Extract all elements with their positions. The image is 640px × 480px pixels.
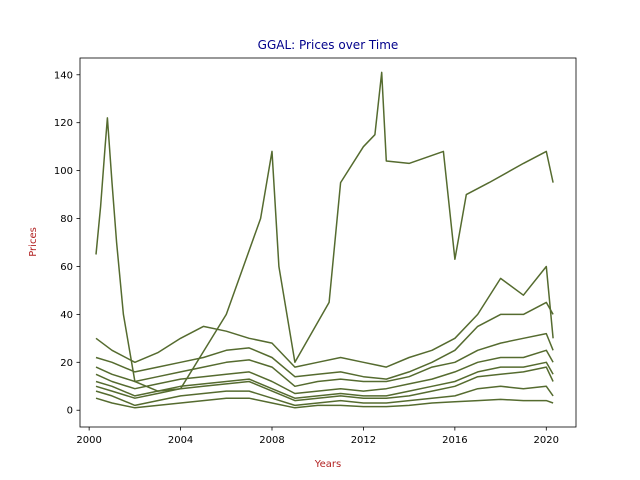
chart-title: GGAL: Prices over Time <box>258 38 399 52</box>
price-series-line-4 <box>95 332 554 388</box>
x-tick-label: 2012 <box>351 435 376 446</box>
price-series-line-7 <box>95 385 554 407</box>
price-series-line-5 <box>95 349 554 395</box>
x-tick-label: 2008 <box>259 435 284 446</box>
y-axis-label: Prices <box>28 227 39 257</box>
x-tick-label: 2000 <box>76 435 101 446</box>
y-tick-label: 0 <box>67 406 73 417</box>
price-series-line-2 <box>95 265 554 368</box>
y-tick-label: 40 <box>60 310 73 321</box>
y-tick-label: 120 <box>54 118 73 129</box>
x-axis-label: Years <box>314 459 341 470</box>
price-series-line-1 <box>95 71 554 392</box>
x-tick-label: 2020 <box>534 435 559 446</box>
x-axis: 2000 2004 2008 2012 2016 2020 <box>76 427 559 446</box>
x-tick-label: 2004 <box>168 435 193 446</box>
y-tick-label: 80 <box>60 214 73 225</box>
plot-frame <box>79 57 577 428</box>
price-series-line-9 <box>95 397 554 409</box>
plot-series-group <box>95 71 554 409</box>
price-series-line-6 <box>95 366 554 402</box>
x-tick-label: 2016 <box>442 435 467 446</box>
price-series-line-8 <box>95 361 554 399</box>
y-tick-label: 20 <box>60 358 73 369</box>
price-series-line-3 <box>95 301 554 380</box>
y-tick-label: 100 <box>54 166 73 177</box>
y-axis: 0 20 40 60 80 100 120 140 <box>54 70 80 417</box>
y-tick-label: 60 <box>60 262 73 273</box>
y-tick-label: 140 <box>54 70 73 81</box>
